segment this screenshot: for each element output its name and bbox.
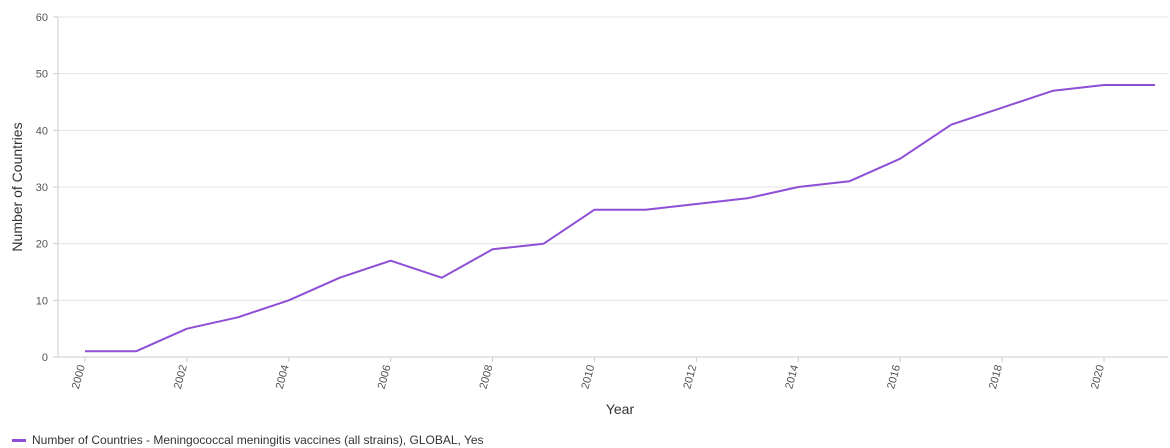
- legend-label: Number of Countries - Meningococcal meni…: [32, 433, 484, 447]
- x-tick-label: 2010: [579, 364, 597, 391]
- series-layer: [85, 84, 1155, 353]
- legend[interactable]: Number of Countries - Meningococcal meni…: [12, 433, 484, 447]
- y-tick-label: 40: [36, 125, 48, 137]
- x-tick-label: 2016: [885, 364, 903, 391]
- y-tick-label: 60: [36, 12, 48, 24]
- x-tick-label: 2004: [274, 364, 292, 391]
- x-tick-label: 2008: [478, 364, 496, 391]
- x-tick-label: 2014: [783, 364, 801, 391]
- y-tick-label: 10: [36, 295, 48, 307]
- legend-swatch: [12, 438, 26, 442]
- y-axis-ticks: 0 10 20 30 40 50 60: [36, 12, 58, 364]
- x-tick-label: 2012: [681, 364, 699, 391]
- y-axis-title: Number of Countries: [9, 122, 25, 251]
- x-tick-label: 2018: [987, 364, 1005, 391]
- x-axis-title: Year: [606, 401, 635, 417]
- series-line-0[interactable]: [85, 84, 1155, 353]
- x-tick-label: 2020: [1089, 364, 1107, 391]
- y-tick-label: 20: [36, 239, 48, 251]
- y-tick-label: 50: [36, 69, 48, 81]
- x-tick-label: 2006: [376, 364, 394, 391]
- x-tick-label: 2002: [172, 364, 190, 391]
- x-tick-label: 2000: [70, 364, 88, 391]
- gridlines: [58, 16, 1168, 301]
- x-axis-ticks: 2000 2002 2004 2006 2008 2010 2012 2014 2016 2018…: [70, 357, 1107, 390]
- y-tick-label: 0: [42, 352, 48, 364]
- y-tick-label: 30: [36, 182, 48, 194]
